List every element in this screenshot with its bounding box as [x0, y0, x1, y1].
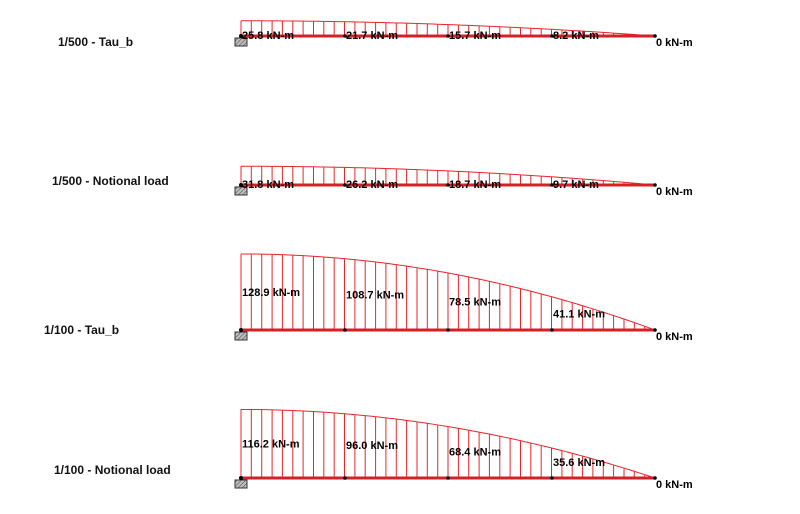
moment-diagram-case: 1/500 - Notional load 31.8 kN-m 26.2 kN-m 1… — [52, 165, 693, 198]
moment-value-label: 8.2 kN-m — [553, 30, 599, 42]
station-node — [653, 34, 657, 38]
moment-diagram-outline — [240, 253, 656, 331]
moment-value-label: 0 kN-m — [656, 37, 693, 49]
moment-value-label: 21.7 kN-m — [346, 30, 398, 42]
moment-value-label: 35.6 kN-m — [553, 457, 605, 469]
support-node — [239, 34, 243, 38]
moment-value-label: 108.7 kN-m — [346, 289, 404, 301]
station-node — [550, 476, 554, 480]
moment-value-label: 78.5 kN-m — [449, 296, 501, 308]
station-node — [446, 476, 450, 480]
support-node — [239, 328, 243, 332]
moment-value-label: 128.9 kN-m — [242, 287, 300, 299]
case-label: 1/500 - Tau_b — [58, 35, 133, 49]
moment-diagram-case: 1/100 - Tau_b 128.9 kN-m 108.7 kN-m 78.5 kN… — [44, 253, 693, 343]
station-node — [446, 183, 450, 187]
station-node — [343, 476, 347, 480]
moment-value-label: 0 kN-m — [656, 331, 693, 343]
support-node — [239, 183, 243, 187]
station-node — [343, 328, 347, 332]
moment-value-label: 96.0 kN-m — [346, 440, 398, 452]
support-node — [239, 476, 243, 480]
station-node — [446, 328, 450, 332]
moment-value-label: 26.2 kN-m — [346, 179, 398, 191]
moment-value-label: 15.7 kN-m — [449, 30, 501, 42]
station-node — [653, 183, 657, 187]
moment-value-label: 9.7 kN-m — [553, 179, 599, 191]
moment-diagram-outline — [240, 20, 656, 37]
moment-diagram-case: 1/100 - Notional load 116.2 kN-m 96.0 kN-m… — [54, 408, 693, 491]
station-node — [343, 34, 347, 38]
station-node — [653, 328, 657, 332]
station-node — [550, 183, 554, 187]
station-node — [343, 183, 347, 187]
fixed-support-icon — [234, 479, 248, 489]
moment-value-label: 0 kN-m — [656, 186, 693, 198]
case-label: 1/100 - Notional load — [54, 463, 171, 477]
moment-value-label: 116.2 kN-m — [242, 439, 300, 451]
moment-diagram-case: 1/500 - Tau_b 25.8 kN-m 21.7 kN-m 15.7 kN-m… — [58, 20, 693, 49]
station-node — [550, 328, 554, 332]
moment-value-label: 41.1 kN-m — [553, 308, 605, 320]
moment-value-label: 0 kN-m — [656, 479, 693, 491]
case-label: 1/500 - Notional load — [52, 174, 169, 188]
moment-value-label: 25.8 kN-m — [242, 30, 294, 42]
station-node — [550, 34, 554, 38]
fixed-support-icon — [234, 331, 248, 341]
moment-diagram-outline — [240, 165, 656, 186]
moment-diagram-outline — [240, 408, 656, 479]
moment-value-label: 18.7 kN-m — [449, 179, 501, 191]
station-node — [653, 476, 657, 480]
case-label: 1/100 - Tau_b — [44, 323, 119, 337]
moment-value-label: 68.4 kN-m — [449, 446, 501, 458]
station-node — [446, 34, 450, 38]
moment-value-label: 31.8 kN-m — [242, 179, 294, 191]
